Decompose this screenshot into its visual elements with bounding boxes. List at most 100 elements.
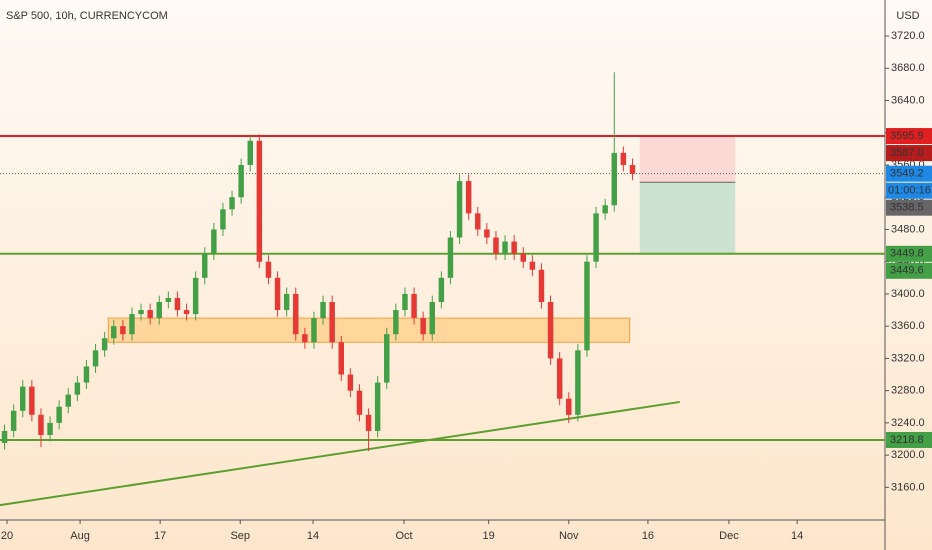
x-tick-label: 16: [642, 530, 654, 542]
target-zone: [639, 182, 736, 254]
candle-body: [74, 382, 81, 395]
x-tick-label: 14: [307, 530, 319, 542]
candle-body: [411, 293, 417, 319]
candle-body: [302, 334, 308, 343]
candle-body: [165, 297, 172, 302]
candle-body: [92, 350, 99, 367]
candle-body: [620, 152, 627, 165]
x-tick-label: Aug: [70, 530, 90, 542]
candle-body: [29, 386, 35, 415]
candle-body: [320, 301, 326, 319]
candle-body: [47, 422, 53, 435]
candle-body: [156, 301, 162, 319]
candle-body: [129, 314, 135, 335]
candle-body: [338, 342, 344, 375]
price-label: 3595.9: [890, 130, 924, 142]
chart-title: S&P 500, 10h, CURRENCYCOM: [6, 10, 168, 22]
x-tick-label: Sep: [230, 530, 250, 542]
candle-body: [575, 350, 581, 415]
candle-body: [475, 213, 481, 230]
price-label-bg: [886, 431, 932, 448]
price-label: 3538.5: [890, 202, 924, 214]
y-tick-label: 3360.0: [891, 320, 925, 332]
candle-body: [1, 430, 8, 444]
candle-body: [192, 277, 199, 315]
candle-body: [311, 318, 317, 343]
candle-body: [456, 181, 463, 238]
candle-body: [283, 293, 290, 311]
candle-body: [593, 213, 599, 262]
candle-body: [493, 237, 499, 254]
candle-body: [356, 390, 363, 415]
candle-body: [211, 229, 217, 254]
price-label-bg: [886, 165, 932, 182]
candle-body: [229, 197, 235, 210]
candle-body: [274, 277, 281, 311]
x-tick-label: 14: [791, 530, 803, 542]
price-label-bg: [886, 199, 932, 216]
y-tick-label: 3320.0: [891, 352, 925, 364]
price-label-bg: [886, 262, 932, 279]
candle-body: [293, 293, 299, 335]
candle-body: [566, 398, 572, 415]
candle-body: [83, 366, 90, 383]
candle-body: [174, 297, 181, 311]
countdown: 01:00:16: [888, 185, 931, 197]
candle-body: [402, 293, 408, 311]
candle-body: [520, 253, 526, 262]
candle-body: [438, 277, 445, 302]
price-label: 3449.6: [890, 265, 924, 277]
candle-body: [538, 269, 545, 302]
candle-body: [374, 382, 381, 431]
y-tick-label: 3680.0: [891, 62, 925, 74]
candle-body: [10, 410, 17, 431]
y-tick-label: 3240.0: [891, 417, 925, 429]
x-tick-label: Nov: [559, 530, 579, 542]
x-tick-label: 19: [483, 530, 495, 542]
y-tick-label: 3280.0: [891, 385, 925, 397]
candle-body: [547, 301, 554, 359]
price-label: 3587.0: [890, 147, 924, 159]
candle-body: [120, 326, 126, 335]
candle-body: [20, 386, 26, 411]
candle-body: [584, 261, 590, 351]
candle-body: [147, 310, 153, 319]
candle-body: [484, 229, 490, 238]
candle-body: [347, 374, 354, 391]
candle-body: [429, 301, 435, 335]
candle-body: [602, 205, 608, 214]
y-tick-label: 3160.0: [891, 481, 925, 493]
candle-body: [465, 181, 472, 214]
candle-body: [238, 164, 244, 198]
candle-body: [447, 237, 454, 278]
price-label-bg: [886, 245, 932, 262]
candle-body: [611, 152, 617, 206]
candle-body: [101, 338, 108, 351]
price-label: 3449.8: [890, 248, 924, 260]
x-tick-label: Oct: [395, 530, 412, 542]
candle-body: [420, 318, 426, 335]
candle-body: [138, 310, 144, 315]
candle-body: [183, 310, 190, 315]
price-label-bg: [886, 145, 932, 162]
candle-body: [329, 301, 335, 343]
y-tick-label: 3400.0: [891, 288, 925, 300]
candle-body: [256, 140, 263, 262]
x-tick-label: Dec: [719, 530, 739, 542]
candle-body: [38, 414, 44, 435]
candle-body: [629, 164, 636, 174]
y-tick-label: 3200.0: [891, 449, 925, 461]
candle-body: [220, 209, 226, 230]
candle-body: [502, 241, 508, 254]
trendline: [0, 400, 680, 507]
candle-body: [265, 261, 272, 278]
currency: USD: [896, 10, 919, 22]
countdown-bg: [886, 182, 932, 199]
y-tick-label: 3480.0: [891, 223, 925, 235]
candle-body: [202, 253, 208, 278]
candle-body: [384, 334, 390, 383]
y-tick-label: 3720.0: [891, 30, 925, 42]
candle-body: [529, 261, 536, 270]
candle-body: [111, 326, 117, 339]
